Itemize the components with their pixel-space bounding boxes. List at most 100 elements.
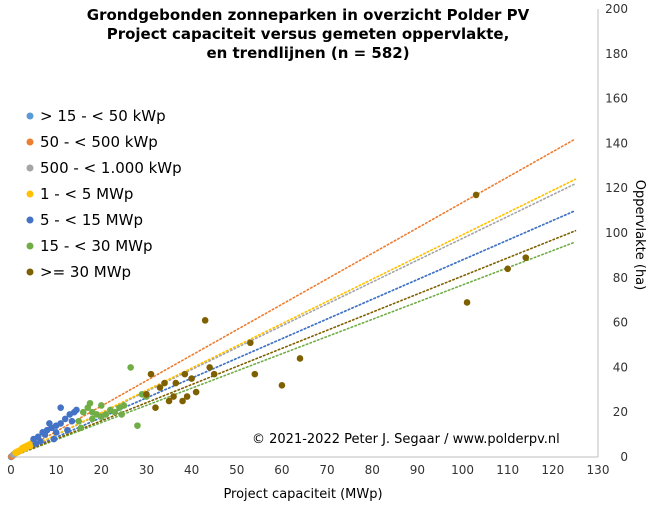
- x-tick-label: 80: [365, 463, 380, 477]
- chart-title: Grondgebonden zonneparken in overzicht P…: [87, 6, 530, 62]
- x-tick-label: 110: [496, 463, 519, 477]
- data-point: [52, 429, 60, 436]
- data-point: [118, 411, 125, 418]
- data-point: [188, 375, 195, 382]
- y-tick-label: 180: [605, 47, 628, 61]
- legend-label: 1 - < 5 MWp: [40, 185, 133, 203]
- legend-marker: [26, 138, 34, 146]
- data-point: [86, 399, 94, 407]
- legend-marker: [26, 112, 34, 120]
- legend-label: 500 - < 1.000 kWp: [40, 159, 182, 177]
- data-point: [183, 393, 191, 400]
- data-point: [88, 415, 96, 423]
- trendline: [10, 138, 577, 458]
- chart-title-line: en trendlijnen (n = 582): [206, 44, 409, 62]
- legend-label: > 15 - < 50 kWp: [40, 107, 166, 125]
- y-tick-label: 0: [620, 450, 628, 464]
- data-point: [210, 370, 218, 378]
- legend-label: >= 30 MWp: [40, 263, 131, 281]
- data-point: [147, 370, 155, 378]
- data-point: [75, 417, 83, 425]
- y-tick-label: 80: [613, 271, 628, 285]
- copyright-text: © 2021-2022 Peter J. Segaar / www.polder…: [252, 432, 560, 447]
- x-tick-label: 40: [184, 463, 199, 477]
- data-point: [192, 388, 200, 396]
- x-tick-label: 0: [7, 463, 15, 477]
- plot-area: [7, 9, 599, 461]
- data-point: [156, 384, 164, 391]
- data-point: [77, 424, 85, 432]
- y-tick-label: 20: [613, 405, 628, 419]
- data-point: [57, 404, 64, 412]
- legend-marker: [26, 268, 34, 276]
- data-point: [522, 254, 530, 261]
- data-point: [247, 339, 254, 347]
- data-point: [161, 379, 168, 387]
- x-tick-label: 70: [319, 463, 334, 477]
- y-tick-label: 60: [613, 316, 628, 330]
- y-tick-label: 200: [605, 2, 628, 16]
- x-tick-label: 10: [49, 463, 64, 477]
- data-point: [50, 435, 58, 443]
- data-point: [46, 420, 53, 427]
- data-point: [127, 364, 134, 371]
- legend-marker: [26, 242, 34, 250]
- y-tick-label: 140: [605, 136, 628, 150]
- y-tick-label: 100: [605, 226, 628, 240]
- data-point: [251, 370, 259, 378]
- y-tick-label: 40: [613, 360, 628, 374]
- legend-marker: [26, 164, 34, 172]
- data-point: [32, 440, 40, 447]
- trendline: [10, 241, 577, 458]
- data-point: [504, 265, 511, 273]
- data-point: [111, 408, 119, 416]
- legend: > 15 - < 50 kWp 50 - < 500 kWp 500 - < 1.0…: [26, 107, 182, 281]
- x-tick-label: 120: [541, 463, 564, 477]
- data-point: [179, 397, 186, 405]
- data-point: [79, 408, 87, 416]
- x-axis-ticks: 0 10 20 30 40 50 60 70 80 90 100 110 120 130: [7, 463, 609, 477]
- data-point: [463, 299, 471, 306]
- data-point: [41, 431, 49, 438]
- data-point: [61, 415, 69, 423]
- legend-marker: [26, 190, 34, 198]
- data-point: [73, 406, 80, 414]
- data-point: [57, 420, 64, 427]
- x-tick-label: 20: [94, 463, 109, 477]
- trendline: [10, 178, 577, 458]
- trendline: [10, 209, 577, 458]
- data-point: [170, 393, 177, 400]
- x-tick-label: 100: [451, 463, 474, 477]
- x-tick-label: 130: [587, 463, 610, 477]
- x-axis-label: Project capaciteit (MWp): [223, 487, 382, 502]
- data-point: [181, 370, 189, 378]
- chart-title-line: Grondgebonden zonneparken in overzicht P…: [87, 6, 530, 24]
- data-point: [172, 379, 180, 387]
- x-tick-label: 30: [139, 463, 154, 477]
- y-axis-label: Oppervlakte (ha): [632, 180, 647, 290]
- data-point: [143, 390, 150, 398]
- x-tick-label: 60: [274, 463, 289, 477]
- data-point: [278, 382, 286, 389]
- legend-label: 5 - < 15 MWp: [40, 211, 143, 229]
- legend-marker: [26, 216, 34, 224]
- x-tick-label: 90: [410, 463, 425, 477]
- data-point: [64, 426, 71, 434]
- y-axis-ticks: 0 20 40 60 80 100 120 140 160 180 200: [605, 2, 628, 464]
- y-tick-label: 160: [605, 92, 628, 106]
- data-point: [68, 417, 76, 425]
- trendline: [10, 229, 577, 458]
- data-point: [26, 442, 34, 450]
- legend-label: 15 - < 30 MWp: [40, 237, 153, 255]
- chart-title-line: Project capaciteit versus gemeten opperv…: [107, 25, 510, 43]
- legend-label: 50 - < 500 kWp: [40, 133, 158, 151]
- data-point: [134, 422, 141, 429]
- data-point: [296, 355, 304, 362]
- data-point: [98, 402, 105, 409]
- x-tick-label: 50: [229, 463, 244, 477]
- data-point: [206, 364, 213, 371]
- data-point: [165, 397, 173, 405]
- data-point: [120, 402, 128, 409]
- y-tick-label: 120: [605, 181, 628, 195]
